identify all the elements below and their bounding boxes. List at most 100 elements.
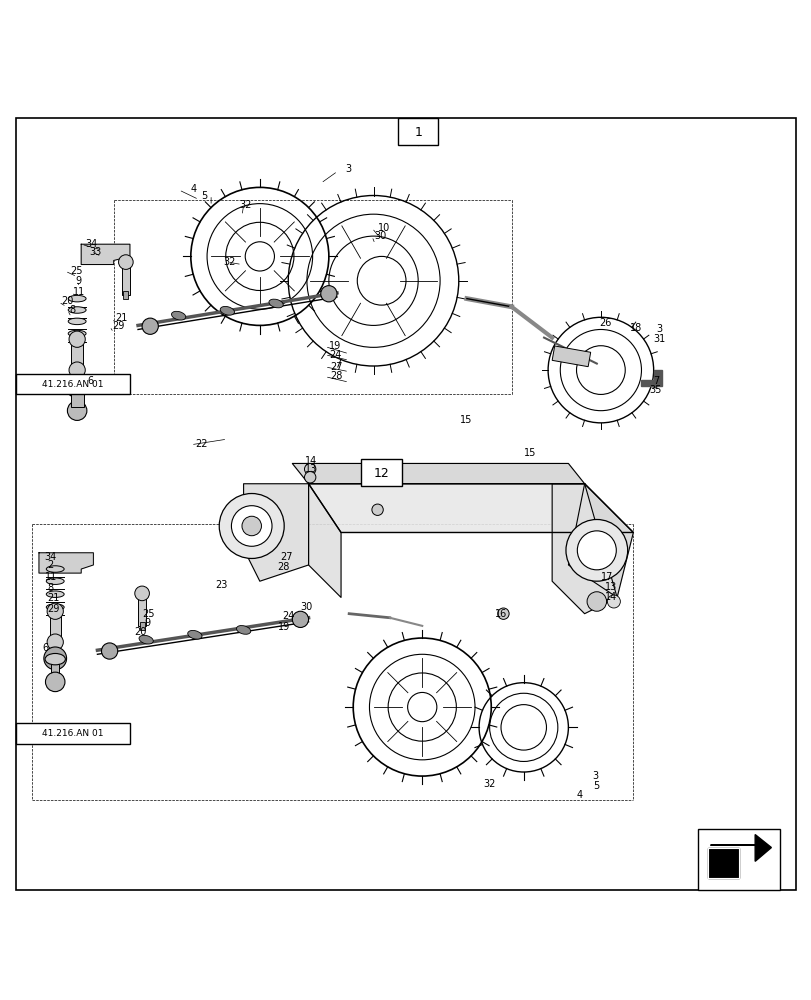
Bar bbox=[51, 658, 59, 679]
Circle shape bbox=[371, 504, 383, 515]
Text: 21: 21 bbox=[115, 313, 127, 323]
Ellipse shape bbox=[46, 591, 64, 597]
Text: 3: 3 bbox=[345, 164, 351, 174]
Text: 1: 1 bbox=[414, 126, 422, 139]
Bar bbox=[16, 374, 130, 394]
Text: 5: 5 bbox=[201, 191, 208, 201]
Circle shape bbox=[320, 286, 337, 302]
Circle shape bbox=[135, 586, 149, 601]
Text: 20: 20 bbox=[134, 627, 146, 637]
Circle shape bbox=[292, 611, 308, 627]
Text: 26: 26 bbox=[599, 318, 611, 328]
Ellipse shape bbox=[67, 382, 88, 394]
Text: 4: 4 bbox=[576, 790, 582, 800]
Ellipse shape bbox=[46, 566, 64, 572]
Ellipse shape bbox=[68, 295, 86, 302]
Text: 24: 24 bbox=[328, 350, 341, 360]
Text: 13: 13 bbox=[304, 464, 316, 474]
Text: 20: 20 bbox=[61, 296, 73, 306]
Circle shape bbox=[47, 634, 63, 650]
Circle shape bbox=[304, 463, 315, 475]
Polygon shape bbox=[292, 463, 584, 484]
Text: 3: 3 bbox=[655, 324, 662, 334]
Text: 12: 12 bbox=[373, 467, 389, 480]
FancyBboxPatch shape bbox=[361, 459, 401, 486]
Text: 28: 28 bbox=[330, 371, 342, 381]
Circle shape bbox=[69, 362, 85, 378]
Polygon shape bbox=[641, 370, 661, 386]
Polygon shape bbox=[568, 484, 633, 597]
Text: 18: 18 bbox=[629, 323, 642, 333]
Text: 2: 2 bbox=[47, 560, 54, 570]
Text: 35: 35 bbox=[649, 385, 661, 395]
Ellipse shape bbox=[139, 635, 153, 644]
Ellipse shape bbox=[68, 307, 86, 313]
Text: 9: 9 bbox=[75, 276, 82, 286]
Polygon shape bbox=[243, 484, 308, 581]
Text: 8: 8 bbox=[47, 583, 54, 593]
Polygon shape bbox=[308, 484, 341, 597]
Text: 28: 28 bbox=[277, 562, 290, 572]
Circle shape bbox=[101, 643, 118, 659]
Text: 16: 16 bbox=[495, 609, 507, 619]
Circle shape bbox=[69, 331, 85, 347]
Ellipse shape bbox=[171, 311, 186, 320]
Text: 32: 32 bbox=[239, 200, 251, 210]
Text: 25: 25 bbox=[71, 266, 83, 276]
Circle shape bbox=[118, 255, 133, 269]
Text: 32: 32 bbox=[483, 779, 495, 789]
Text: 41.216.AN 01: 41.216.AN 01 bbox=[42, 729, 104, 738]
Text: 34: 34 bbox=[85, 239, 97, 249]
Bar bbox=[73, 386, 81, 407]
Ellipse shape bbox=[46, 578, 64, 584]
Text: 29: 29 bbox=[112, 321, 124, 331]
Bar bbox=[71, 339, 83, 370]
Text: 41.216.AN 01: 41.216.AN 01 bbox=[42, 380, 104, 389]
Text: 33: 33 bbox=[89, 247, 101, 257]
Circle shape bbox=[44, 647, 67, 670]
Text: 30: 30 bbox=[300, 602, 312, 612]
Bar bbox=[122, 262, 130, 295]
Text: 21: 21 bbox=[47, 593, 59, 603]
Ellipse shape bbox=[236, 626, 251, 634]
Text: 3: 3 bbox=[592, 771, 599, 781]
Bar bbox=[16, 723, 130, 744]
Circle shape bbox=[242, 516, 261, 536]
Text: 27: 27 bbox=[330, 362, 342, 372]
Text: 5: 5 bbox=[592, 781, 599, 791]
Text: 11: 11 bbox=[45, 572, 57, 582]
Circle shape bbox=[231, 506, 272, 546]
Text: 19: 19 bbox=[328, 341, 341, 351]
Ellipse shape bbox=[268, 299, 283, 308]
Circle shape bbox=[565, 519, 627, 581]
Polygon shape bbox=[707, 848, 738, 878]
Text: 17: 17 bbox=[600, 572, 612, 582]
Polygon shape bbox=[81, 244, 130, 265]
Bar bbox=[123, 291, 128, 299]
Bar bbox=[71, 388, 84, 407]
Circle shape bbox=[497, 608, 508, 619]
Text: 8: 8 bbox=[69, 305, 75, 315]
Text: 6: 6 bbox=[42, 643, 49, 653]
Text: 6: 6 bbox=[88, 376, 94, 386]
FancyBboxPatch shape bbox=[397, 118, 438, 145]
Text: 22: 22 bbox=[195, 439, 207, 449]
Ellipse shape bbox=[187, 630, 202, 639]
Circle shape bbox=[47, 603, 63, 619]
Ellipse shape bbox=[46, 604, 64, 610]
Circle shape bbox=[577, 531, 616, 570]
Circle shape bbox=[586, 592, 606, 611]
Bar bbox=[551, 346, 590, 367]
Text: 7: 7 bbox=[652, 376, 659, 386]
Text: 27: 27 bbox=[280, 552, 292, 562]
Circle shape bbox=[67, 401, 87, 420]
Text: 25: 25 bbox=[142, 609, 154, 619]
Ellipse shape bbox=[68, 318, 86, 325]
Text: 13: 13 bbox=[604, 582, 616, 592]
Text: 15: 15 bbox=[523, 448, 535, 458]
Polygon shape bbox=[710, 835, 770, 861]
Ellipse shape bbox=[45, 653, 65, 665]
Ellipse shape bbox=[68, 330, 86, 337]
Polygon shape bbox=[551, 484, 616, 614]
Text: 29: 29 bbox=[47, 604, 59, 614]
